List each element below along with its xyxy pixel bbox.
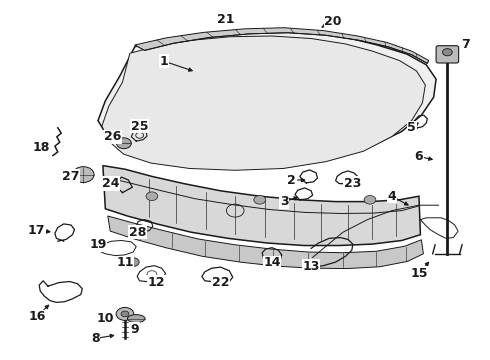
Text: 20: 20 [324,15,342,28]
Text: 26: 26 [104,130,122,143]
Text: 2: 2 [287,174,296,186]
Polygon shape [98,30,436,166]
Text: 13: 13 [302,260,320,273]
Text: 23: 23 [344,177,362,190]
Text: 10: 10 [97,312,114,325]
Text: 27: 27 [62,170,80,183]
Text: 11: 11 [116,256,134,269]
Text: 12: 12 [148,276,166,289]
Circle shape [127,258,139,266]
Polygon shape [135,28,429,63]
Text: 28: 28 [128,226,146,239]
Text: 18: 18 [33,141,50,154]
Text: 15: 15 [410,267,428,280]
Text: 8: 8 [91,332,100,345]
Text: 16: 16 [28,310,46,323]
Circle shape [146,192,158,201]
Circle shape [254,195,266,204]
Circle shape [116,307,134,320]
Text: 6: 6 [415,150,423,163]
Circle shape [364,195,376,204]
Text: 17: 17 [28,224,46,237]
Text: 1: 1 [160,55,169,68]
Text: 24: 24 [101,177,119,190]
Polygon shape [103,166,420,246]
Polygon shape [108,216,423,269]
Text: 9: 9 [130,323,139,336]
Circle shape [73,167,94,183]
FancyBboxPatch shape [436,46,459,63]
Text: 21: 21 [217,13,234,26]
Circle shape [442,49,452,56]
Text: 5: 5 [407,121,416,134]
Text: 14: 14 [263,256,281,269]
Text: 19: 19 [89,238,107,251]
Text: 22: 22 [212,276,229,289]
Text: 4: 4 [388,190,396,203]
Circle shape [121,311,129,317]
Ellipse shape [127,315,145,323]
Text: 3: 3 [280,195,289,208]
Circle shape [117,138,131,149]
Text: 7: 7 [461,39,470,51]
Text: 25: 25 [131,120,148,132]
Polygon shape [102,36,425,170]
